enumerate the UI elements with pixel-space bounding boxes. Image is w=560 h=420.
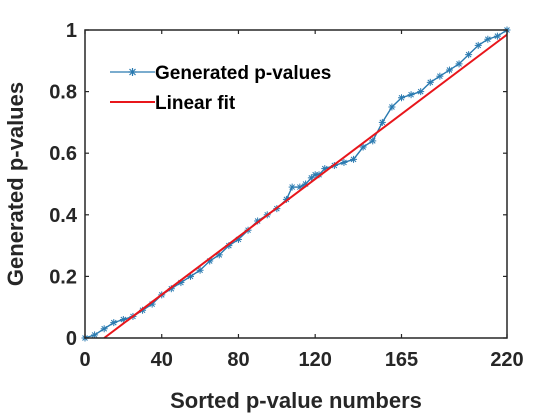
y-tick-label: 0 — [66, 328, 77, 350]
x-tick-label: 120 — [298, 349, 331, 371]
data-point — [426, 78, 434, 86]
data-point — [340, 158, 348, 166]
data-point — [455, 60, 463, 68]
x-tick-label: 220 — [490, 349, 523, 371]
data-point — [369, 137, 377, 145]
series-line-1 — [103, 33, 508, 339]
data-point — [436, 72, 444, 80]
y-tick-label: 0.6 — [49, 143, 77, 165]
data-point — [350, 155, 358, 163]
x-tick-label: 40 — [151, 349, 173, 371]
data-point — [388, 103, 396, 111]
y-axis-title: Generated p-values — [3, 82, 28, 286]
y-tick-label: 0.4 — [49, 205, 78, 227]
series-layer — [81, 26, 511, 342]
legend-label-generated: Generated p-values — [155, 63, 331, 84]
data-point — [465, 51, 473, 59]
data-point — [484, 35, 492, 43]
ticks-layer — [84, 29, 508, 339]
data-point — [288, 183, 296, 191]
x-tick-label: 0 — [79, 349, 90, 371]
data-point — [398, 94, 405, 102]
data-point — [445, 66, 453, 74]
data-point — [100, 325, 108, 333]
data-point — [493, 32, 501, 40]
x-axis-title: Sorted p-value numbers — [170, 388, 422, 413]
data-point — [407, 91, 415, 99]
legend: Generated p-values Linear fit — [110, 63, 331, 114]
data-point — [196, 266, 204, 274]
data-point — [110, 319, 118, 327]
data-point — [474, 41, 482, 49]
data-point — [417, 88, 425, 96]
x-tick-label: 80 — [227, 349, 249, 371]
legend-marker-generated — [128, 68, 137, 76]
y-tick-label: 1 — [66, 20, 77, 42]
y-tick-label: 0.8 — [49, 82, 77, 104]
y-tick-label: 0.2 — [49, 266, 77, 288]
data-point — [378, 118, 386, 126]
x-tick-label: 165 — [385, 349, 418, 371]
tick-labels-layer: 0 40 80 120 165 220 0 0.2 0.4 0.6 0.8 1 — [49, 20, 524, 371]
plot-frame — [84, 29, 508, 339]
legend-label-linear-fit: Linear fit — [155, 93, 236, 114]
